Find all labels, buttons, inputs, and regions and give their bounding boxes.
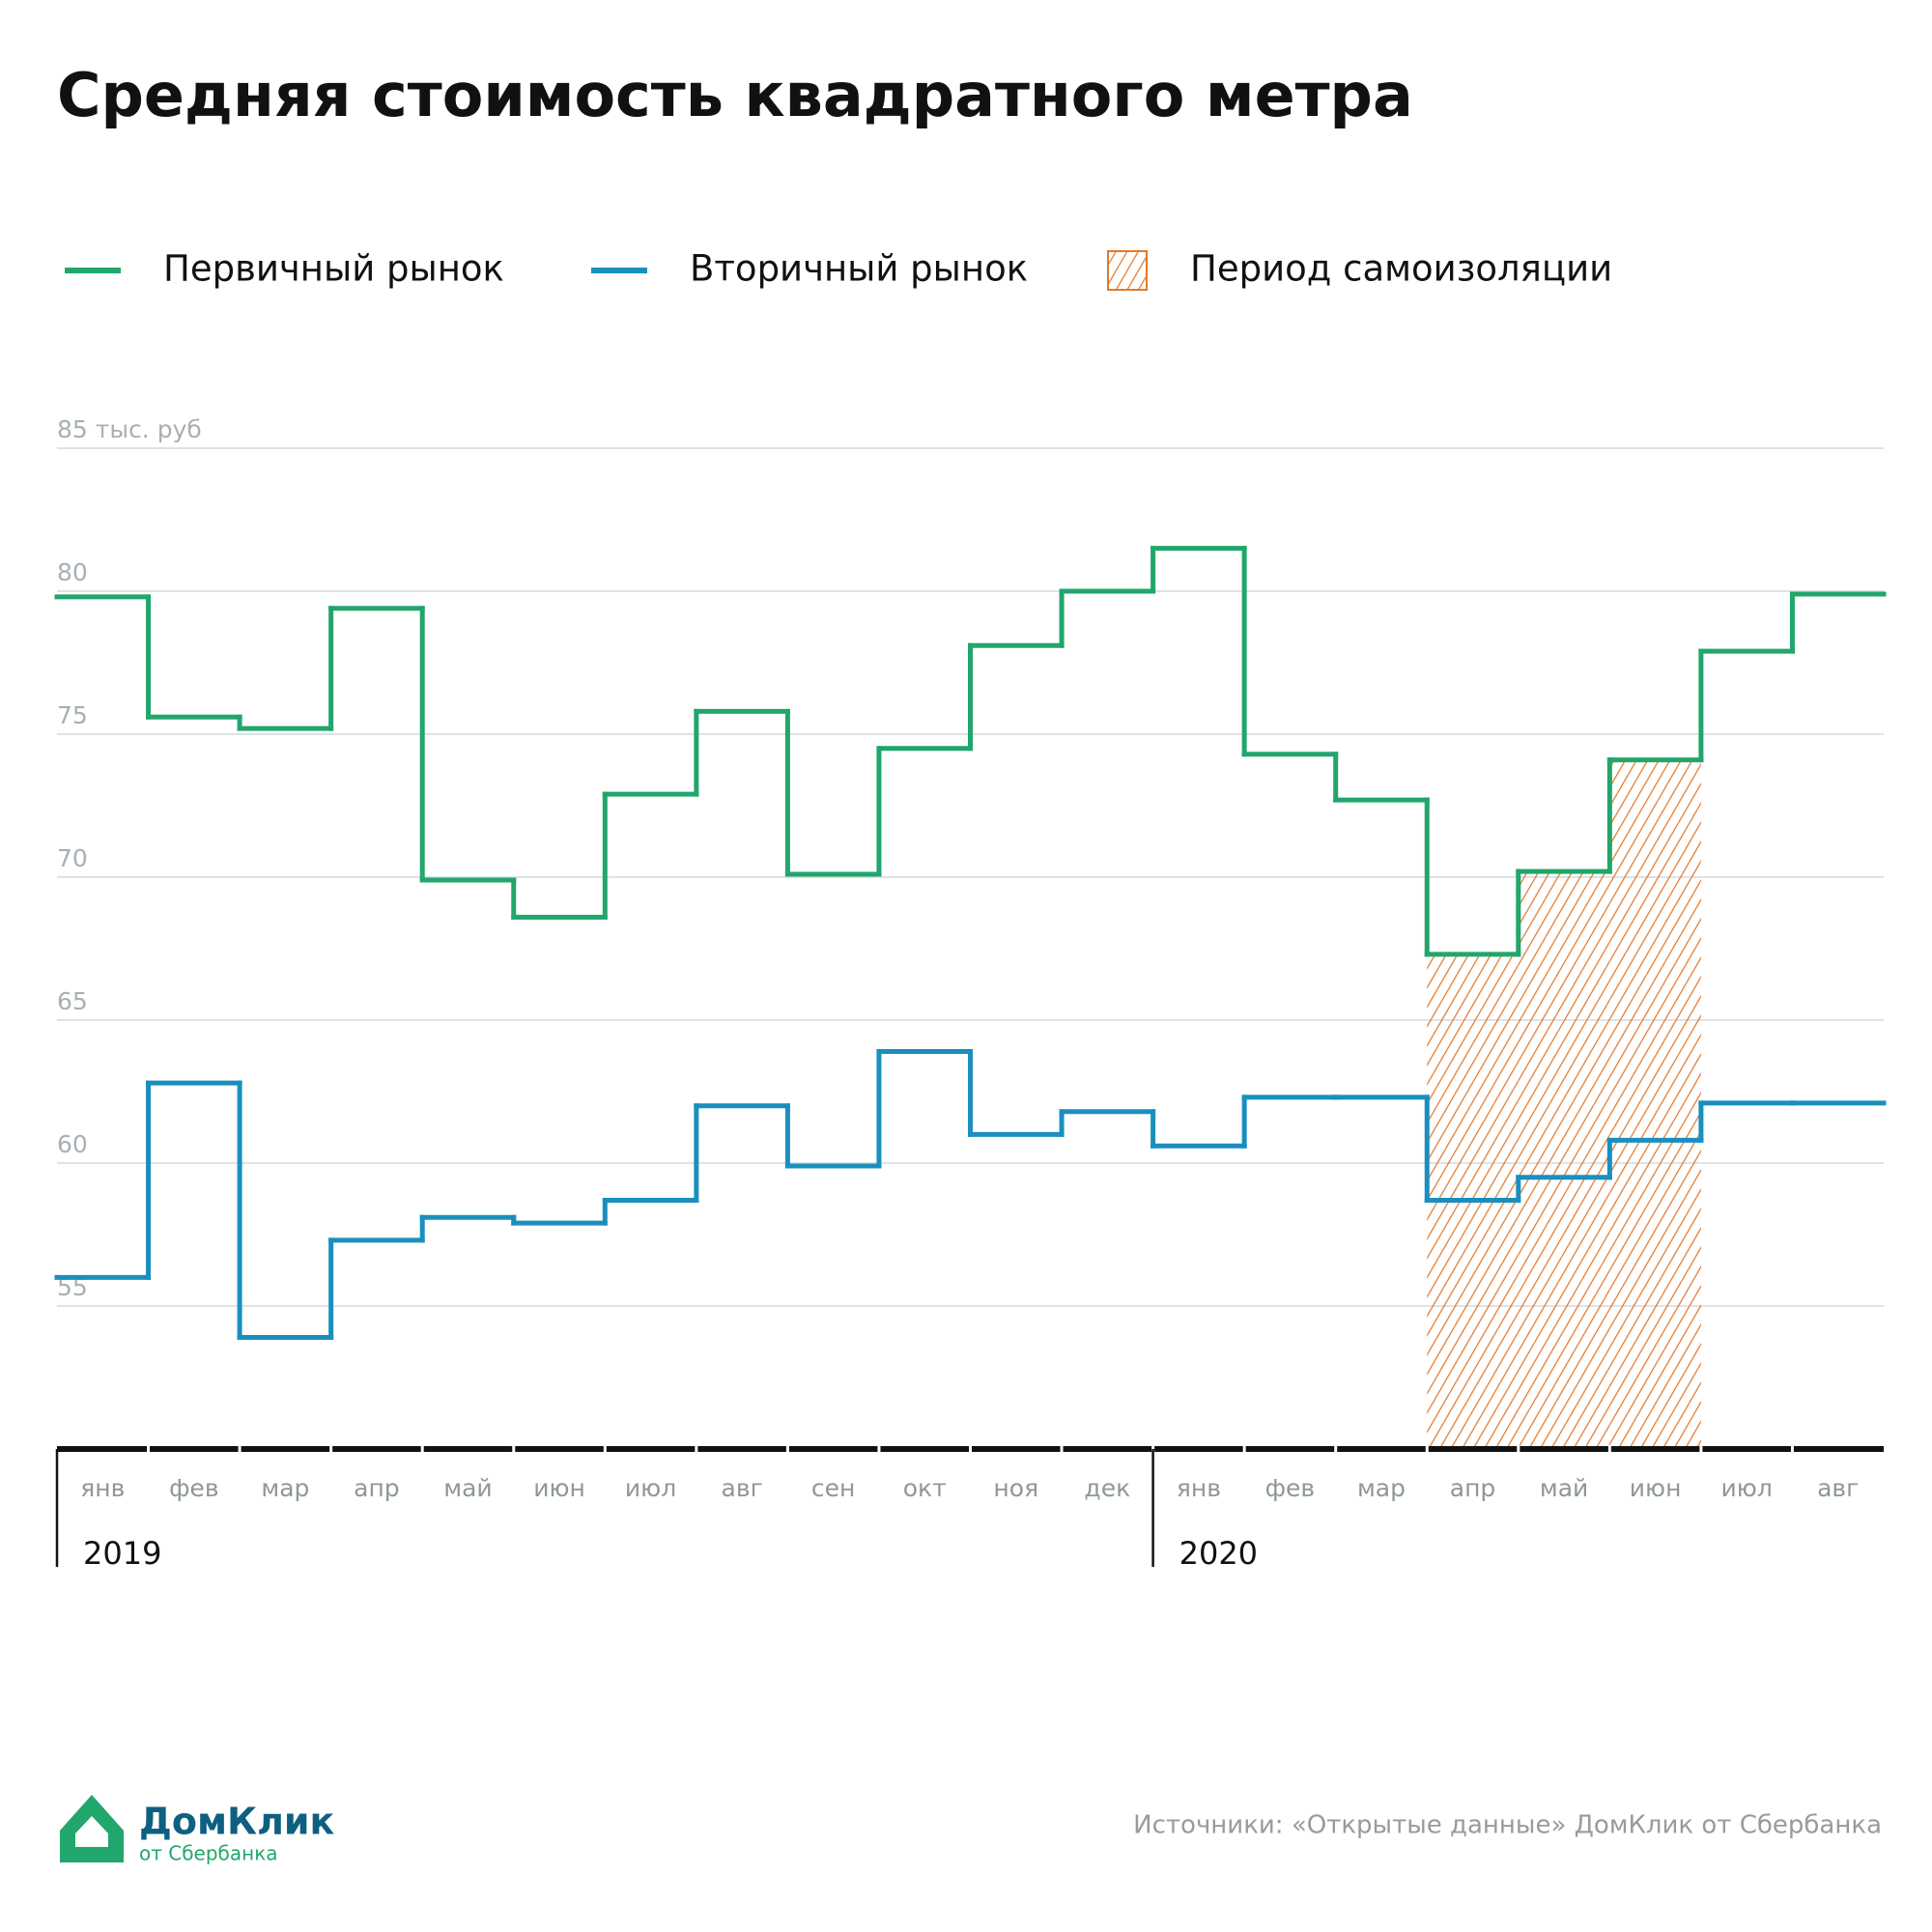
isolation-shade	[1518, 871, 1610, 1449]
x-tick-label: авг	[722, 1474, 763, 1502]
x-tick-label: мар	[261, 1474, 309, 1502]
x-tick-label: май	[443, 1474, 492, 1502]
x-tick-label: мар	[1357, 1474, 1406, 1502]
isolation-shade	[1609, 759, 1701, 1449]
logo-icon-inner	[75, 1816, 108, 1847]
x-tick-label: июн	[1630, 1474, 1682, 1502]
x-tick-label: ноя	[993, 1474, 1038, 1502]
y-tick-label: 80	[57, 558, 88, 586]
source-note: Источники: «Открытые данные» ДомКлик от …	[1133, 1811, 1882, 1840]
x-tick-label: май	[1540, 1474, 1588, 1502]
x-tick-label: июл	[625, 1474, 676, 1502]
y-tick-label: 65	[57, 987, 88, 1015]
x-tick-label: янв	[1177, 1474, 1221, 1502]
y-tick-label: 75	[57, 701, 88, 729]
x-tick-label: апр	[1450, 1474, 1496, 1502]
x-tick-label: июн	[533, 1474, 585, 1502]
x-tick-label: сен	[811, 1474, 855, 1502]
x-tick-label: апр	[354, 1474, 400, 1502]
legend-label: Вторичный рынок	[690, 248, 1028, 290]
x-tick-label: авг	[1817, 1474, 1859, 1502]
y-tick-label: 70	[57, 844, 88, 872]
legend-swatch	[1107, 250, 1148, 291]
y-tick-label: 60	[57, 1130, 88, 1158]
logo-subtitle: от Сбербанка	[139, 1842, 278, 1865]
chart-title: Средняя стоимость квадратного метра	[57, 60, 1413, 130]
x-tick-label: фев	[1265, 1474, 1316, 1502]
legend: Первичный рынок Вторичный рынок Период сам…	[65, 248, 1612, 291]
year-label: 2020	[1179, 1535, 1258, 1572]
x-tick-label: окт	[903, 1474, 947, 1502]
year-label: 2019	[83, 1535, 161, 1572]
x-tick-label: янв	[80, 1474, 125, 1502]
x-tick-label: дек	[1084, 1474, 1130, 1502]
legend-label: Период самоизоляции	[1190, 248, 1612, 290]
x-tick-label: фев	[169, 1474, 219, 1502]
logo-name: ДомКлик	[139, 1801, 335, 1843]
x-tick-label: июл	[1721, 1474, 1773, 1502]
y-tick-label: 85 тыс. руб	[57, 415, 202, 443]
legend-label: Первичный рынок	[163, 248, 504, 290]
